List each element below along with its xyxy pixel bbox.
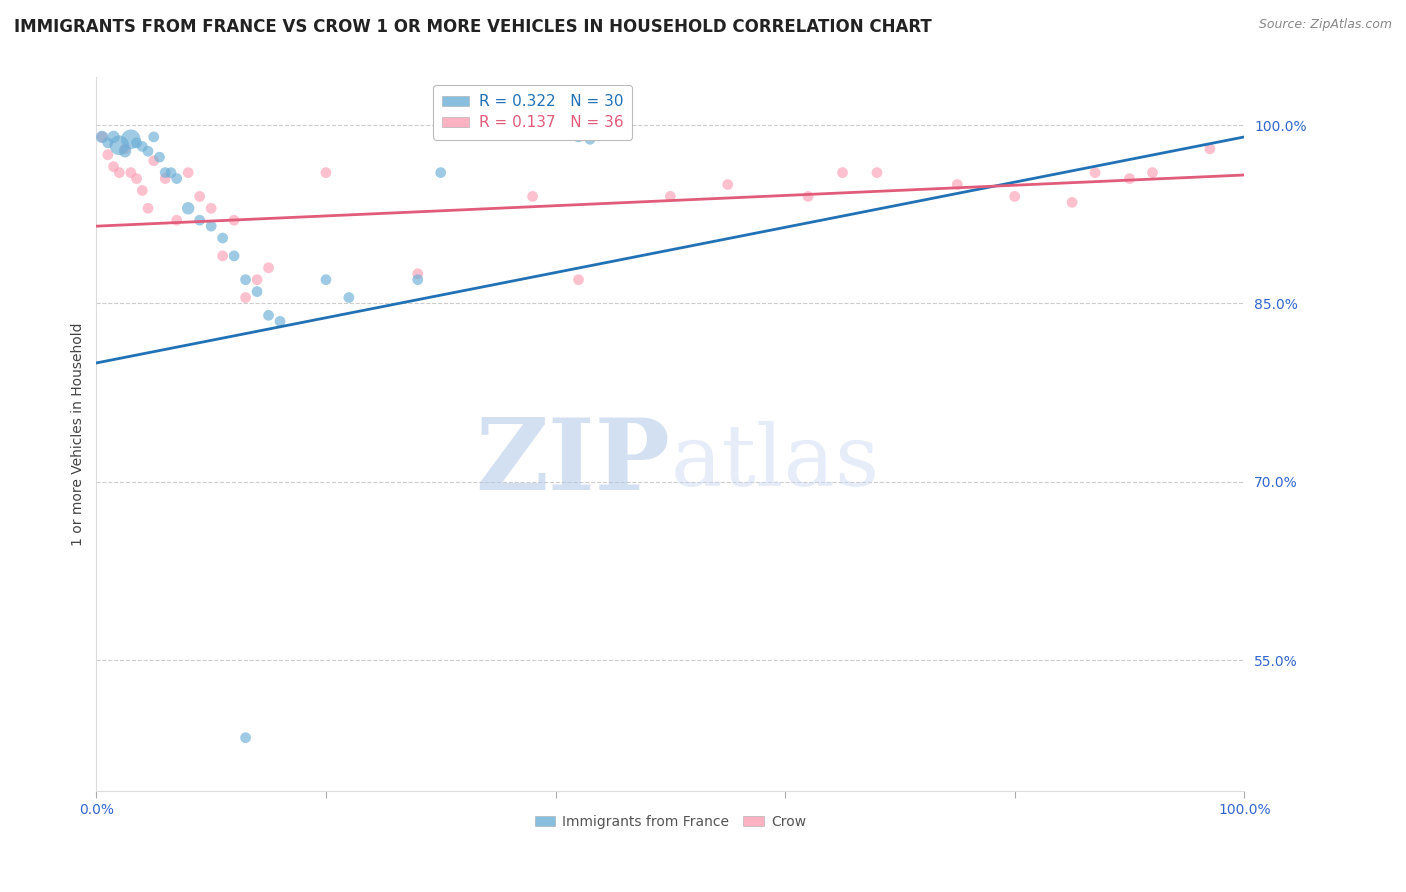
Point xyxy=(114,142,136,156)
Point xyxy=(177,202,200,216)
Y-axis label: 1 or more Vehicles in Household: 1 or more Vehicles in Household xyxy=(72,323,86,546)
Point xyxy=(235,731,257,745)
Text: IMMIGRANTS FROM FRANCE VS CROW 1 OR MORE VEHICLES IN HOUSEHOLD CORRELATION CHART: IMMIGRANTS FROM FRANCE VS CROW 1 OR MORE… xyxy=(14,18,932,36)
Point xyxy=(103,130,125,145)
Text: ZIP: ZIP xyxy=(475,415,671,511)
Point xyxy=(120,166,142,180)
Point xyxy=(337,291,360,305)
Point xyxy=(246,273,269,287)
Point xyxy=(211,249,233,263)
Point xyxy=(1142,166,1164,180)
Point xyxy=(257,309,280,323)
Point xyxy=(567,130,589,145)
Point xyxy=(235,291,257,305)
Point xyxy=(522,189,544,203)
Point xyxy=(97,136,120,150)
Point xyxy=(160,166,183,180)
Point xyxy=(224,249,246,263)
Point xyxy=(148,150,170,164)
Point xyxy=(406,273,429,287)
Point xyxy=(91,130,114,145)
Point xyxy=(142,130,165,145)
Point xyxy=(125,136,148,150)
Point xyxy=(315,273,337,287)
Point xyxy=(211,231,233,245)
Point xyxy=(142,153,165,168)
Point xyxy=(200,202,222,216)
Point xyxy=(235,273,257,287)
Point xyxy=(1004,189,1026,203)
Point xyxy=(188,189,211,203)
Point xyxy=(125,171,148,186)
Point xyxy=(567,273,589,287)
Point xyxy=(108,166,131,180)
Point xyxy=(97,148,120,162)
Point xyxy=(120,132,142,146)
Point xyxy=(315,166,337,180)
Point xyxy=(831,166,853,180)
Point xyxy=(166,213,188,227)
Point xyxy=(659,189,682,203)
Point xyxy=(155,171,177,186)
Point xyxy=(1118,171,1140,186)
Point xyxy=(177,166,200,180)
Point xyxy=(155,166,177,180)
Point xyxy=(1084,166,1107,180)
Point xyxy=(406,267,429,281)
Point xyxy=(797,189,820,203)
Point xyxy=(136,145,159,159)
Point xyxy=(131,139,153,153)
Point xyxy=(200,219,222,234)
Point xyxy=(946,178,969,192)
Point xyxy=(108,138,131,153)
Point xyxy=(429,166,451,180)
Legend: Immigrants from France, Crow: Immigrants from France, Crow xyxy=(529,809,811,834)
Text: atlas: atlas xyxy=(671,421,879,505)
Point xyxy=(866,166,889,180)
Point xyxy=(114,145,136,159)
Point xyxy=(91,130,114,145)
Point xyxy=(1198,142,1220,156)
Point xyxy=(246,285,269,299)
Point xyxy=(103,160,125,174)
Point xyxy=(257,260,280,275)
Text: Source: ZipAtlas.com: Source: ZipAtlas.com xyxy=(1258,18,1392,31)
Point xyxy=(131,184,153,198)
Point xyxy=(136,202,159,216)
Point xyxy=(188,213,211,227)
Point xyxy=(224,213,246,227)
Point xyxy=(269,314,291,328)
Point xyxy=(579,132,602,146)
Point xyxy=(717,178,740,192)
Point xyxy=(1062,195,1084,210)
Point xyxy=(166,171,188,186)
